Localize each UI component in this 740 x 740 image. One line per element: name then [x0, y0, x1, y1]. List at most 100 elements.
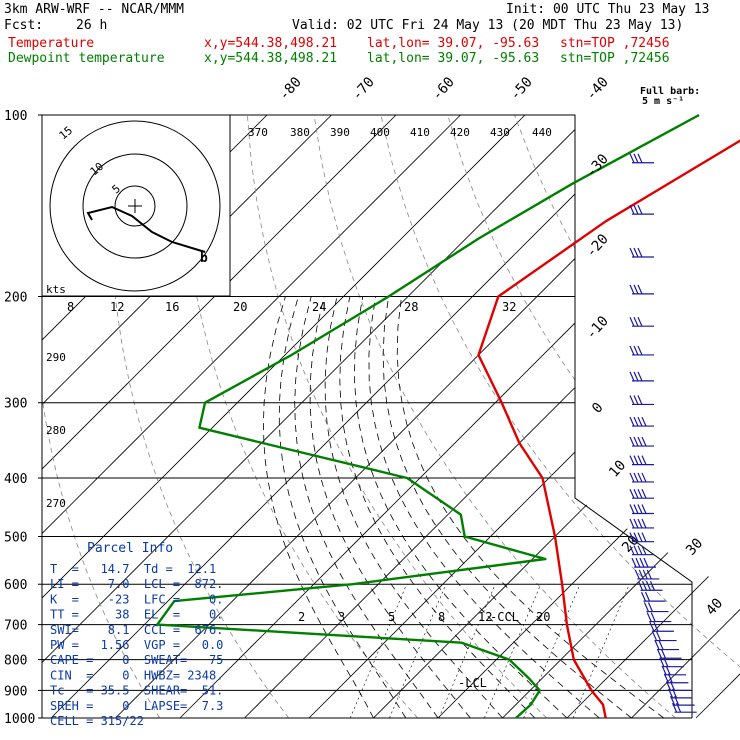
isentrope-label: 280 — [46, 424, 66, 437]
init-time: Init: 00 UTC Thu 23 May 13 — [506, 2, 710, 17]
wind-barb-flag — [633, 488, 639, 499]
isentrope-label: 430 — [490, 126, 510, 139]
parcel-info-line: K = -23 LFC = 0. — [50, 592, 223, 606]
wind-barb-flag — [641, 545, 647, 555]
dry-adiabat — [380, 115, 740, 719]
wind-barb-flag — [646, 612, 652, 622]
wind-barb-flag — [633, 153, 639, 163]
wind-barb-flag — [629, 316, 635, 327]
dry-adiabat — [247, 115, 547, 719]
wind-barb-flag — [644, 591, 651, 602]
wind-barb-flag — [633, 455, 639, 465]
wind-barb-flag — [629, 153, 635, 163]
temperature-legend-station: stn=TOP ,72456 — [560, 36, 670, 51]
isentrope-label: 440 — [532, 126, 552, 139]
wind-barb-flag — [629, 247, 635, 258]
parcel-info-line: CAPE = 0 SWEAT= 75 — [50, 653, 223, 667]
wind-barb-flag — [633, 532, 639, 542]
isotherm — [437, 115, 740, 719]
wind-barb — [629, 518, 654, 529]
wind-barb-flag — [663, 657, 669, 667]
wind-barb-flag — [637, 532, 643, 542]
valid-time: Valid: 02 UTC Fri 24 May 13 (20 MDT Thu … — [292, 18, 684, 33]
parcel-info-line: CIN = 0 HWBZ= 2348. — [50, 668, 223, 682]
barb-legend-title: Full barb: — [640, 86, 700, 97]
wind-barb — [656, 649, 682, 659]
isentrope-label: 390 — [330, 126, 350, 139]
isotherm — [42, 115, 526, 719]
wind-barb-flag — [637, 345, 643, 356]
dewpoint-legend-station: stn=TOP ,72456 — [560, 51, 670, 66]
hodograph-ring-middle — [82, 153, 188, 259]
wind-barb-flag — [649, 581, 656, 591]
pressure-label-1000: 1000 — [4, 712, 35, 727]
pressure-label-600: 600 — [4, 578, 27, 593]
wind-barb-flag — [633, 284, 639, 295]
pressure-label-200: 200 — [4, 291, 27, 306]
wind-barb-flag — [641, 416, 647, 427]
wind-barb — [668, 688, 693, 699]
isentrope-label: 410 — [410, 126, 430, 139]
hodograph: 15 10 5 b kts — [41, 114, 231, 297]
wind-barb — [649, 621, 674, 632]
pressure-label-800: 800 — [4, 654, 27, 669]
wind-barb-flag — [639, 557, 645, 568]
dry-adiabat — [313, 115, 676, 719]
wind-barb-flag — [633, 545, 639, 555]
wind-barb — [629, 436, 654, 447]
wind-barb-flag — [637, 416, 643, 427]
wind-barb-flag — [629, 436, 635, 447]
wind-barb — [629, 472, 654, 483]
parcel-info-line: T = 14.7 Td = 12.1 — [50, 562, 216, 576]
wind-barb-flag — [633, 472, 639, 483]
hodograph-point-label: b — [200, 251, 208, 266]
model-title: 3km ARW-WRF -- NCAR/MMM — [4, 2, 185, 17]
mixing-ratio-line — [484, 584, 542, 719]
wind-barb-flag — [656, 631, 662, 641]
isotherm — [566, 115, 740, 719]
wind-barb — [629, 371, 654, 382]
wind-barb-flag — [633, 504, 639, 514]
skew-temp-label: -40 — [583, 74, 612, 104]
parcel-info-line: LI = 7.0 LCL = 872. — [50, 577, 223, 591]
temperature-legend-latlon: lat,lon= 39.07, -95.63 — [367, 36, 540, 51]
wind-barb-flag — [641, 436, 647, 447]
wind-barb-flag — [676, 702, 682, 713]
isotherm — [502, 115, 740, 719]
hodograph-ring-inner — [114, 185, 156, 227]
wind-barb — [672, 702, 697, 713]
wind-barb-flag — [637, 488, 643, 499]
wind-barb-flag — [658, 640, 664, 650]
skew-temp-label: 30 — [683, 535, 706, 558]
isotherm — [42, 115, 397, 719]
moist-adiabat — [324, 296, 503, 719]
isotherm — [695, 115, 740, 719]
forecast-hour: 26 h — [76, 18, 108, 33]
wind-barb-flag — [637, 436, 643, 447]
mixing-ratio-line — [389, 584, 447, 719]
skew-temp-label: -80 — [276, 74, 305, 104]
parcel-info-panel: Parcel Info T = 14.7 Td = 12.1LI = 7.0 L… — [50, 541, 223, 728]
wind-barb-flag — [649, 621, 655, 632]
parcel-info-title: Parcel Info — [87, 541, 173, 556]
hodograph-speed-label: 28 — [404, 300, 418, 314]
wind-barb-flag — [663, 673, 669, 683]
mixing-ratio-label: 12 — [478, 610, 492, 624]
wind-barb — [634, 569, 660, 580]
hodograph-speed-label: 16 — [165, 300, 179, 314]
wind-barb — [629, 545, 654, 556]
mixing-ratio-line — [438, 584, 496, 719]
wind-barb-flag — [629, 518, 635, 529]
wind-barb-flag — [656, 649, 663, 659]
mixing-ratio-label: 20 — [536, 610, 550, 624]
temperature-trace — [477, 139, 740, 719]
moist-adiabat — [339, 296, 536, 719]
wind-barb — [643, 602, 669, 613]
profile-traces — [156, 113, 740, 719]
moist-adiabat — [368, 296, 600, 719]
isotherm — [631, 115, 740, 719]
wind-barb-flag — [637, 316, 643, 327]
lcl-label: -LCL — [458, 676, 487, 690]
isentrope-label: 420 — [450, 126, 470, 139]
wind-barb — [629, 532, 654, 543]
